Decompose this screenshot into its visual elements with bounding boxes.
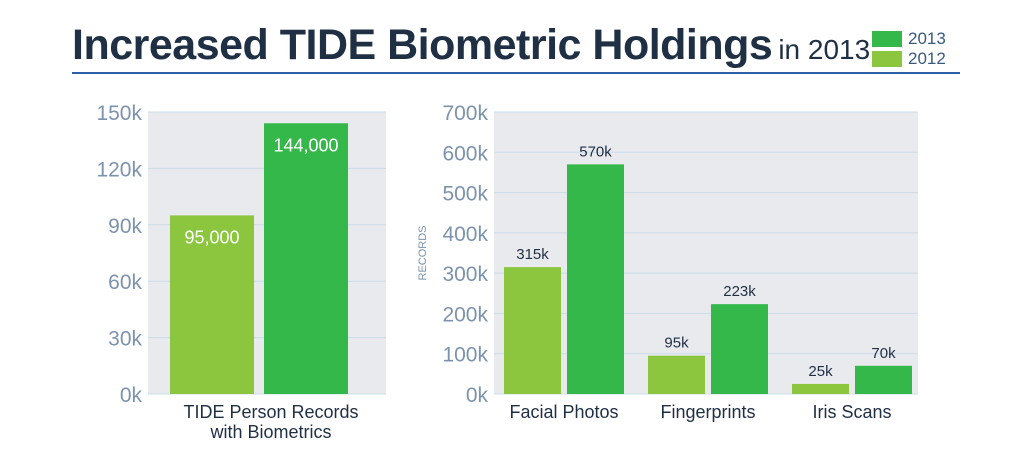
bar-2012 (648, 355, 705, 394)
data-label-2013: 223k (723, 283, 756, 300)
person-records-plot: 0k 30k 60k 90k 120k 150k 95,000 144,000 TIDE Per… (96, 102, 386, 442)
data-label-2012: 95k (664, 335, 689, 352)
y-axis-label: RECORDS (417, 225, 429, 280)
y-tick-label: 100k (442, 344, 488, 367)
x-category-label: TIDE Person Records (183, 402, 358, 422)
bar-2013 (567, 164, 624, 394)
title-underline (72, 72, 960, 74)
x-category-label: Fingerprints (660, 402, 755, 422)
legend-label-2013: 2013 (908, 29, 946, 48)
chart-title: Increased TIDE Biometric Holdings in 2013 (72, 24, 870, 67)
x-category-label: with Biometrics (209, 422, 331, 442)
chart-title-sub: in 2013 (778, 34, 871, 65)
y-tick-label: 30k (108, 328, 142, 351)
records-by-modality-plot: 0k 100k 200k 300k 400k 500k 600k 700k RECORDS 315… (417, 102, 918, 422)
data-label-2012: 95,000 (184, 227, 239, 247)
y-tick-label: 400k (442, 223, 488, 246)
x-category-label: Iris Scans (812, 402, 891, 422)
plot-background (494, 112, 918, 394)
legend-swatch-2012 (872, 51, 902, 67)
y-tick-label: 300k (442, 263, 488, 286)
data-label-2013: 144,000 (273, 135, 338, 155)
y-tick-label: 90k (108, 215, 142, 238)
data-label-2013: 570k (579, 143, 612, 160)
y-tick-label: 120k (96, 158, 142, 181)
data-label-2012: 25k (808, 363, 833, 380)
y-tick-label: 0k (466, 384, 489, 407)
x-category-label: Facial Photos (509, 402, 618, 422)
data-label-2012: 315k (516, 246, 549, 263)
legend-swatch-2013 (872, 31, 902, 47)
bar-2012 (792, 383, 849, 394)
chart-header: Increased TIDE Biometric Holdings in 2013… (72, 24, 962, 80)
y-tick-label: 150k (96, 102, 142, 125)
bar-2013 (264, 123, 348, 394)
data-label-2013: 70k (871, 345, 896, 362)
legend-label-2012: 2012 (908, 49, 946, 68)
y-tick-label: 200k (442, 303, 488, 326)
bar-2012 (504, 267, 561, 394)
bar-2013 (711, 304, 768, 394)
bar-2013 (855, 365, 912, 394)
y-tick-label: 60k (108, 271, 142, 294)
bar-2012 (170, 215, 254, 394)
y-tick-label: 500k (442, 183, 488, 206)
y-tick-label: 700k (442, 102, 488, 125)
y-tick-label: 0k (120, 384, 143, 407)
chart-title-main: Increased TIDE Biometric Holdings (72, 21, 773, 69)
y-tick-label: 600k (442, 142, 488, 165)
